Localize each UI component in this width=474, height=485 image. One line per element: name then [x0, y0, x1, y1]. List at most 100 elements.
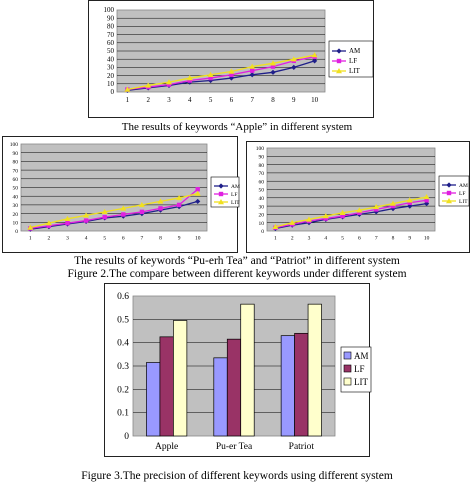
data-point — [157, 198, 164, 204]
data-point — [424, 198, 429, 203]
data-point — [102, 214, 107, 220]
data-point — [290, 56, 297, 62]
x-tick-label: 4 — [188, 96, 192, 104]
data-point — [101, 208, 108, 215]
y-tick-label: 50 — [259, 188, 265, 194]
legend-marker — [336, 48, 342, 54]
x-tick-label: 8 — [392, 236, 395, 242]
x-tick-label: 8 — [271, 96, 275, 104]
figure2-caption: Figure 2.The compare between different k… — [67, 268, 407, 280]
y-tick-label: 60 — [107, 39, 115, 47]
data-point — [120, 205, 127, 211]
data-point — [356, 207, 363, 213]
x-tick-label: 7 — [250, 96, 254, 104]
data-point — [306, 216, 312, 222]
data-point — [272, 223, 279, 230]
data-point — [186, 75, 193, 81]
legend-label: LF — [354, 364, 365, 374]
x-tick-label: 6 — [230, 96, 234, 104]
x-tick-label: 3 — [66, 236, 69, 242]
x-tick-label: 8 — [159, 236, 162, 242]
x-tick-label: 5 — [103, 236, 106, 242]
x-tick-label: 9 — [408, 236, 411, 242]
legend-label: AM — [349, 47, 361, 55]
legend-swatch — [343, 364, 352, 373]
x-tick-label: 2 — [291, 236, 294, 242]
y-tick-label: 100 — [256, 146, 265, 152]
y-tick-label: 50 — [107, 47, 115, 55]
data-point — [374, 207, 379, 212]
data-point — [270, 64, 276, 69]
bar-LIT — [307, 303, 322, 437]
puer-line-chart: 0 10 20 30 40 50 60 70 80 90 100 1 2 3 4 5 6 7 8 9 10 AM LF LIT — [10, 142, 240, 242]
y-tick-label: 20 — [259, 213, 265, 219]
x-tick-label: 1 — [126, 96, 130, 104]
x-tick-label: 4 — [324, 236, 327, 242]
x-tick-label: 10 — [195, 236, 201, 242]
y-tick-label: 10 — [259, 221, 265, 227]
data-point — [83, 218, 89, 223]
series-line — [30, 200, 198, 230]
y-tick-label: 90 — [13, 151, 19, 157]
x-tick-label: 6 — [358, 236, 361, 242]
legend-label: AM — [459, 183, 468, 189]
legend-label: AM — [354, 351, 369, 361]
data-point — [322, 213, 329, 219]
legend-marker — [336, 58, 342, 64]
legend-label: AM — [231, 184, 240, 190]
data-point — [207, 71, 214, 77]
x-tick-label: Patriot — [289, 442, 315, 452]
y-tick-label: 0.1 — [117, 409, 129, 419]
data-point — [158, 206, 163, 211]
data-point — [311, 52, 318, 58]
data-point — [270, 69, 276, 75]
x-tick-label: 9 — [292, 96, 296, 104]
y-tick-label: 0.4 — [117, 339, 129, 349]
legend-marker — [218, 199, 224, 205]
x-tick-label: 2 — [146, 96, 150, 104]
data-point — [270, 60, 276, 66]
series-line — [275, 202, 427, 230]
y-tick-label: 100 — [104, 6, 115, 14]
y-tick-label: 80 — [107, 23, 115, 31]
y-tick-label: 0.5 — [117, 315, 129, 325]
x-tick-label: 3 — [308, 236, 311, 242]
data-point — [166, 79, 172, 85]
series-line — [127, 54, 315, 91]
x-tick-label: Apple — [155, 442, 178, 452]
legend-label: LIT — [354, 377, 368, 387]
series-line — [275, 196, 427, 228]
data-point — [121, 212, 126, 217]
data-point — [390, 200, 396, 206]
legend-marker — [446, 190, 452, 196]
data-point — [289, 219, 296, 225]
data-point — [64, 215, 71, 222]
x-tick-label: 1 — [274, 236, 277, 242]
y-tick-label: 70 — [107, 31, 115, 39]
data-point — [138, 201, 145, 208]
data-point — [45, 220, 52, 226]
y-tick-label: 0 — [111, 88, 115, 96]
x-tick-label: 4 — [85, 236, 88, 242]
legend-marker — [446, 198, 452, 204]
series-LIT — [27, 190, 201, 230]
data-point — [291, 64, 297, 70]
bar-LF — [159, 336, 174, 437]
y-tick-label: 10 — [13, 221, 19, 227]
data-point — [27, 224, 34, 230]
y-tick-label: 0.2 — [117, 385, 129, 395]
data-point — [423, 193, 430, 200]
legend-swatch — [343, 377, 352, 386]
y-tick-label: 90 — [107, 14, 115, 22]
y-tick-label: 70 — [13, 168, 19, 174]
series-line — [30, 188, 199, 230]
x-tick-label: 7 — [375, 236, 378, 242]
y-tick-label: 0 — [261, 229, 264, 235]
data-point — [249, 63, 256, 69]
series-LIT — [124, 52, 318, 92]
data-point — [339, 209, 346, 215]
y-tick-label: 30 — [107, 64, 115, 72]
y-tick-label: 40 — [259, 196, 265, 202]
puer-chart-panel: 0 10 20 30 40 50 60 70 80 90 100 1 2 3 4 5 6 7 8 9 10 AM LF LIT — [2, 136, 240, 253]
legend-label: LF — [349, 57, 357, 65]
